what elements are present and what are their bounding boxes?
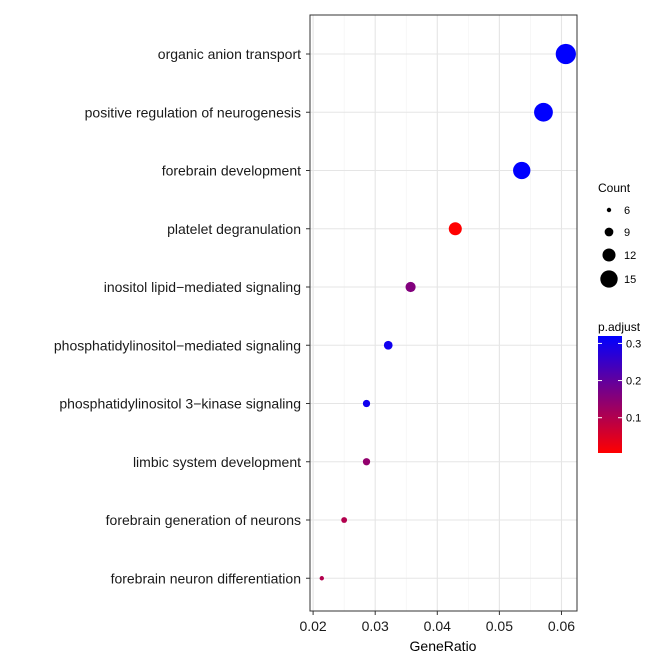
y-tick-label: platelet degranulation (167, 221, 301, 237)
size-legend-dot (602, 248, 616, 262)
x-tick-label: 0.04 (424, 618, 451, 634)
size-legend-dot (604, 227, 614, 237)
size-legend-dot (606, 207, 612, 213)
y-tick-label: forebrain development (162, 163, 301, 179)
color-legend-label: 0.3 (626, 338, 641, 350)
x-axis: 0.02 0.03 0.04 0.05 0.06 (299, 611, 575, 634)
data-point (362, 399, 371, 408)
data-point (362, 458, 371, 466)
data-point (383, 340, 393, 350)
x-tick-label: 0.03 (362, 618, 389, 634)
size-legend-label: 15 (624, 274, 636, 286)
y-axis: organic anion transport positive regulati… (54, 46, 310, 586)
size-legend: Count 6 9 12 15 (598, 181, 636, 288)
plot-panel-border (309, 14, 578, 612)
y-tick-label: phosphatidylinositol 3−kinase signaling (59, 396, 301, 412)
color-legend-bar (598, 336, 622, 453)
x-tick-label: 0.02 (299, 618, 326, 634)
size-legend-label: 12 (624, 250, 636, 262)
size-legend-label: 9 (624, 227, 630, 239)
color-legend-label: 0.2 (626, 376, 641, 388)
data-point (555, 43, 576, 65)
size-legend-label: 6 (624, 205, 630, 217)
size-legend-title: Count (598, 181, 631, 195)
grid-lines (310, 15, 577, 611)
data-point (319, 576, 324, 581)
color-legend-title: p.adjust (598, 320, 641, 334)
color-legend: p.adjust 0.1 0.2 0.3 (598, 320, 641, 453)
x-tick-label: 0.06 (548, 618, 575, 634)
color-legend-label: 0.1 (626, 413, 641, 425)
y-tick-label: limbic system development (133, 454, 301, 470)
y-tick-label: positive regulation of neurogenesis (85, 104, 301, 120)
data-point (405, 281, 416, 293)
size-legend-dot (600, 270, 618, 288)
data-point (448, 222, 462, 236)
y-tick-label: phosphatidylinositol−mediated signaling (54, 337, 301, 353)
y-tick-label: inositol lipid−mediated signaling (104, 279, 301, 295)
data-point (341, 517, 348, 523)
y-tick-label: forebrain neuron differentiation (111, 570, 301, 586)
data-point (534, 102, 553, 122)
y-tick-label: organic anion transport (158, 46, 301, 62)
data-points (319, 43, 576, 581)
data-point (513, 161, 531, 180)
x-tick-label: 0.05 (486, 618, 513, 634)
x-axis-title: GeneRatio (410, 638, 477, 654)
y-tick-label: forebrain generation of neurons (106, 512, 301, 528)
